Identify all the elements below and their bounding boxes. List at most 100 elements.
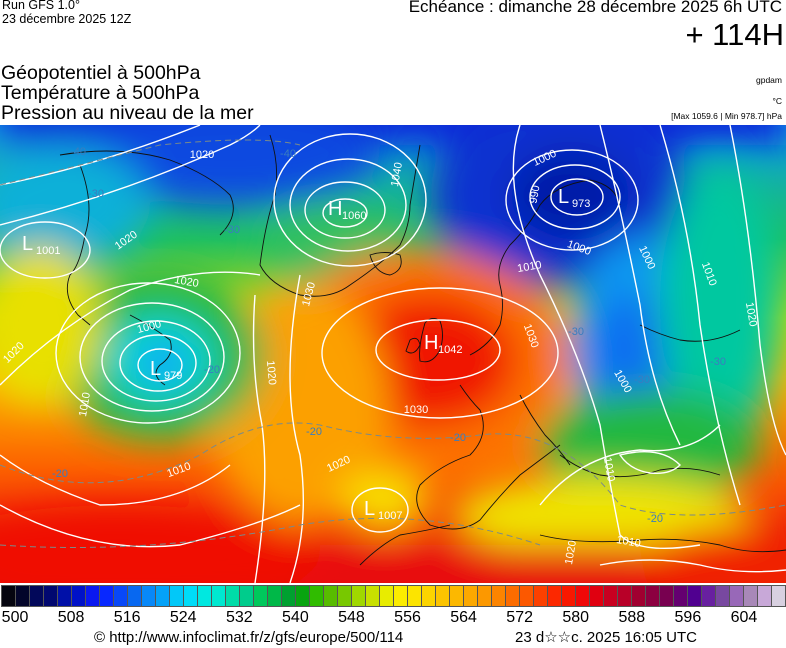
colorbar-label: 556 — [394, 609, 421, 626]
colorbar-label: 516 — [113, 609, 141, 626]
colorbar-cell — [478, 585, 492, 607]
isobar-label: 1030 — [404, 404, 428, 416]
colorbar-cell — [758, 585, 772, 607]
forecast-valid-time: Echéance : dimanche 28 décembre 2025 6h … — [408, 0, 782, 16]
colorbar-cell — [394, 585, 408, 607]
svg-text:1060: 1060 — [342, 210, 366, 222]
colorbar-cell — [58, 585, 72, 607]
isotherms — [0, 139, 786, 548]
colorbar-cell — [576, 585, 590, 607]
colorbar-label: 500 — [1, 609, 29, 626]
colorbar-label: 604 — [730, 609, 758, 626]
title-pressure: Pression au niveau de la mer — [1, 102, 254, 124]
colorbar-cell — [604, 585, 618, 607]
isobar-label: 1020 — [173, 274, 199, 290]
colorbar-label: 564 — [450, 609, 477, 626]
low-pressure-center: L 1001 — [22, 233, 60, 257]
isotherm-label: -40 — [70, 146, 86, 158]
isobar-label: 1040 — [389, 161, 405, 187]
colorbar-cell — [744, 585, 758, 607]
isobar-label: 1020 — [264, 360, 278, 385]
colorbar-cell — [184, 585, 198, 607]
isotherm-labels: -40 -40 -30 -30 -20 -20 -20 -20 -20 -30 -30 -30 — [52, 146, 726, 525]
colorbar-cell — [268, 585, 282, 607]
isobar-label: 1010 — [615, 534, 641, 550]
colorbar-cell — [562, 585, 576, 607]
title-geopotential: Géopotentiel à 500hPa — [1, 62, 201, 84]
colorbar-label: 588 — [618, 609, 646, 626]
colorbar-cell — [30, 585, 44, 607]
colorbar-cell — [506, 585, 520, 607]
colorbar-cell — [716, 585, 730, 607]
svg-text:L: L — [558, 186, 569, 208]
colorbar-label: 540 — [282, 609, 309, 626]
isotherm-label: -30 — [568, 326, 584, 338]
title-temperature: Température à 500hPa — [1, 82, 200, 104]
colorbar-labels: 500 508 516 524 532 540 548 556 564 572 580 588 596 6… — [0, 608, 786, 628]
isobar-label: 1020 — [563, 539, 579, 565]
colorbar-cell — [772, 585, 786, 607]
colorbar-cell — [688, 585, 702, 607]
colorbar-cell — [240, 585, 254, 607]
colorbar-cell — [660, 585, 674, 607]
colorbar-cell — [310, 585, 324, 607]
colorbar-cell — [44, 585, 58, 607]
run-date-label: 23 décembre 2025 12Z — [2, 12, 132, 26]
isobar-label: 1020 — [190, 149, 214, 161]
colorbar-cell — [324, 585, 338, 607]
isobars — [0, 125, 786, 583]
isotherm-label: -30 — [710, 356, 726, 368]
svg-text:L: L — [364, 498, 375, 520]
svg-text:H: H — [424, 332, 438, 354]
colorbar-cell — [198, 585, 212, 607]
svg-text:H: H — [328, 198, 342, 220]
colorbar-label: 508 — [57, 609, 85, 626]
svg-text:L: L — [22, 233, 33, 255]
colorbar-cell — [226, 585, 240, 607]
colorbar-cell — [436, 585, 450, 607]
unit-temperature: °C — [772, 96, 782, 106]
colorbar-cell — [296, 585, 310, 607]
colorbar-cell — [352, 585, 366, 607]
colorbar-cell — [86, 585, 100, 607]
isotherm-label: -30 — [88, 188, 104, 200]
colorbar-cell — [548, 585, 562, 607]
colorbar-label: 532 — [225, 609, 253, 626]
colorbar-cell — [338, 585, 352, 607]
colorbar-label: 596 — [674, 609, 702, 626]
isotherm-label: -20 — [306, 426, 322, 438]
colorbar-cell — [212, 585, 226, 607]
colorbar-cell — [464, 585, 478, 607]
colorbar-cell — [646, 585, 660, 607]
colorbar-cell — [590, 585, 604, 607]
high-pressure-center: H 1060 — [328, 198, 366, 222]
colorbar-cell — [114, 585, 128, 607]
isobar-label: 1010 — [601, 456, 617, 482]
source-url[interactable]: © http://www.infoclimat.fr/z/gfs/europe/… — [94, 629, 404, 646]
colorbar-cell — [702, 585, 716, 607]
svg-text:973: 973 — [572, 198, 590, 210]
colorbar-cell — [366, 585, 380, 607]
colorbar-cell — [422, 585, 436, 607]
weather-map: 1020 1020 1040 1000 990 1000 1000 1010 1010 1020 1… — [0, 125, 786, 583]
low-pressure-center: L 1007 — [364, 498, 402, 522]
svg-text:979: 979 — [164, 370, 182, 382]
run-model-label: Run GFS 1.0° — [2, 0, 80, 12]
colorbar-cell — [100, 585, 114, 607]
colorbar-cell — [128, 585, 142, 607]
colorbar-cell — [632, 585, 646, 607]
temperature-field — [0, 125, 786, 583]
colorbar-label: 548 — [338, 609, 365, 626]
colorbar-cell — [170, 585, 184, 607]
svg-text:1001: 1001 — [36, 245, 60, 257]
generated-timestamp: 23 d☆☆c. 2025 16:05 UTC — [515, 629, 697, 646]
pressure-range-label: [Max 1059.6 | Min 978.7] hPa — [671, 111, 782, 121]
colorbar-cell — [156, 585, 170, 607]
high-pressure-center: H 1042 — [424, 332, 462, 356]
colorbar-cell — [492, 585, 506, 607]
colorbar-label: 580 — [562, 609, 590, 626]
colorbar-cell — [408, 585, 422, 607]
isobar-label: 1020 — [743, 301, 759, 327]
colorbar-cell — [254, 585, 268, 607]
